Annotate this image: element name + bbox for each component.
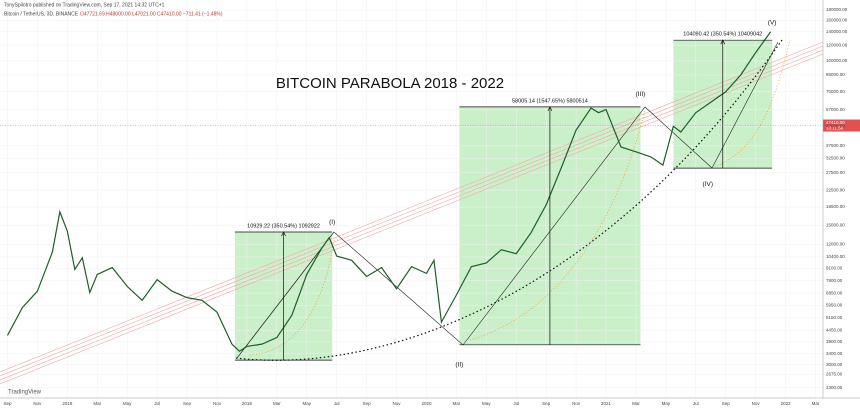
y-tick-label: 120000.00 [826,42,848,47]
x-tick-label: Mar [453,401,461,406]
symbol: Bitcoin / TetherUS, 3D, BINANCE [4,11,79,17]
diagonal [236,231,335,359]
y-tick-label: 160000.00 [826,17,848,22]
arrow-head [720,39,726,45]
x-tick-label: 2022 [781,401,792,406]
x-tick-label: 2021 [601,401,612,406]
ohlc: O47721.69 H48000.00 L47021.00 C47410.00 … [80,11,223,17]
y-tick-label: 47000.00 [826,123,845,128]
y-tick-label: 5150.00 [826,315,843,320]
x-tick-label: Nov [33,401,42,406]
x-tick-label: Mar [632,401,640,406]
x-tick-label: Jul [513,401,519,406]
y-tick-label: 2300.00 [826,385,843,390]
y-tick-label: 32500.00 [826,155,845,160]
channel-line [0,49,824,381]
channel [0,41,824,385]
x-tick-label: Sep [363,401,372,406]
x-tick-label: Mar [93,401,101,406]
current-price-tag [823,119,860,132]
current-price-label: 47410.00 [826,120,845,125]
fractal-curve [469,109,646,341]
wave-label: (III) [636,91,646,98]
y-tick-label: 12000.00 [826,242,845,247]
wave-label: (IV) [703,181,713,188]
wave-label: (V) [768,20,777,27]
x-tick-label: Sep [183,401,192,406]
arrow-head [281,231,286,237]
x-tick-label: Nov [752,401,761,406]
series-layer [6,31,772,353]
y-tick-label: 70000.00 [826,89,845,94]
countdown-label: 13:11:58 [826,126,844,131]
y-tick-label: 3000.00 [826,362,843,367]
x-tick-label: Jul [693,401,699,406]
x-tick-label: Jul [334,401,340,406]
y-tick-label: 3400.00 [826,351,843,356]
y-tick-label: 85000.00 [826,72,845,77]
x-tick-label: Mar [812,401,820,406]
x-tick-label: Mar [273,401,281,406]
y-tick-label: 100000.00 [826,58,848,63]
y-tick-label: 15000.00 [826,222,845,227]
x-tick-label: Nov [572,401,581,406]
x-tick-label: May [123,401,132,406]
y-tick-label: 6850.00 [826,290,843,295]
brand: TradingView [8,390,42,396]
price-line [6,31,772,353]
x-tick-label: Sep [542,401,551,406]
y-tick-label: 22500.00 [826,187,845,192]
arrow-head [547,106,553,112]
y-tick-label: 18500.00 [826,204,845,209]
box-label: 10929.22 (350.54%) 1092922 [247,223,320,229]
x-tick-label: May [482,401,491,406]
y-tick-label: 10400.00 [826,254,845,259]
y-tick-label: 5950.00 [826,302,843,307]
x-tick-label: 2020 [421,401,432,406]
x-tick-label: 2018 [62,401,73,406]
chart-title: BITCOIN PARABOLA 2018 - 2022 [276,75,504,92]
y-tick-label: 2675.00 [826,372,843,377]
parabola [235,39,783,361]
author: TonySpilotro published on TradingView.co… [4,2,165,8]
y-tick-label: 7900.00 [826,278,843,283]
x-tick-label: 2019 [242,401,253,406]
y-tick-label: 180000.00 [826,7,848,12]
wave-label: (I) [329,219,335,226]
x-tick-label: May [662,401,671,406]
y-tick-label: 3900.00 [826,339,843,344]
channel-line [0,41,824,373]
y-tick-label: 57000.00 [826,107,845,112]
wave-label: (II) [455,361,463,368]
y-tick-label: 4450.00 [826,328,843,333]
x-tick-label: Nov [393,401,402,406]
x-tick-label: Nov [213,401,222,406]
channel-line [0,45,824,377]
label-layer: 10929.22 (350.54%) 1092922 58005.14 (1547… [0,20,860,368]
box-label: 58005.14 (1547.65%) 5800514 [512,98,588,104]
y-tick-label: 27500.00 [826,170,845,175]
x-tick-label: Jul [154,401,160,406]
x-tick-label: Sep [722,401,731,406]
channel-line [0,53,824,385]
y-tick-label: 9100.00 [826,266,843,271]
x-tick-label: May [302,401,311,406]
fractal-curve [711,39,791,169]
y-tick-label: 37500.00 [826,143,845,148]
x-tick-label: Sep [3,401,12,406]
y-tick-label: 140000.00 [826,29,848,34]
box-label: 104090.42 (350.54%) 10409042 [683,32,762,38]
